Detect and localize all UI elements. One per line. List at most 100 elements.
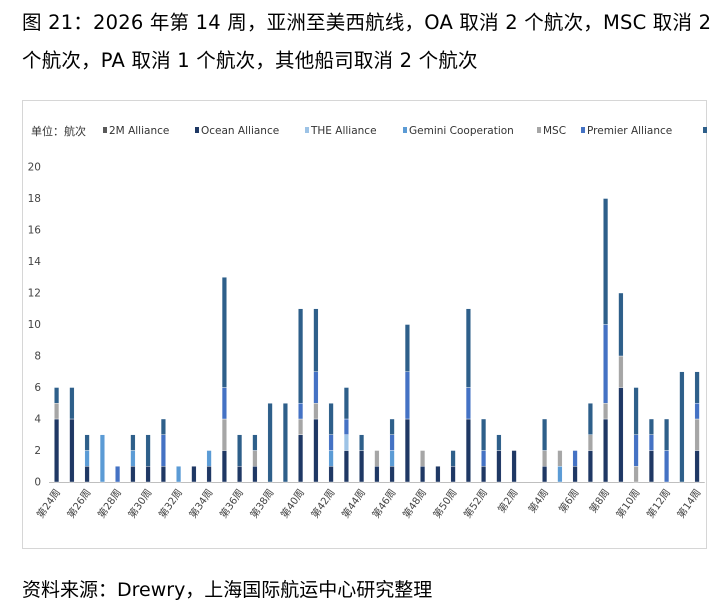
- y-tick-label: 0: [34, 477, 41, 489]
- bar-segment-38-5: [634, 435, 639, 467]
- bar-segment-37-4: [619, 356, 624, 388]
- x-tick-label: 第26周: [64, 486, 93, 520]
- bar-segment-2-6: [85, 435, 90, 451]
- legend-label: MSC: [543, 125, 566, 137]
- x-tick-label: 第34周: [186, 486, 215, 520]
- x-tick-label: 第32周: [156, 486, 185, 520]
- bar-segment-42-1: [695, 451, 700, 483]
- bar-segment-19-1: [344, 451, 349, 483]
- x-tick-label: 第40周: [278, 486, 307, 520]
- bar-segment-32-4: [542, 451, 547, 467]
- y-tick-label: 16: [28, 225, 42, 237]
- legend-item-0: 2M Alliance: [103, 125, 169, 137]
- y-tick-label: 18: [28, 193, 41, 205]
- bar-segment-38-6: [634, 388, 639, 435]
- bar-segment-40-6: [664, 419, 669, 451]
- bar-segment-5-1: [131, 466, 136, 482]
- bar-segment-34-1: [573, 466, 578, 482]
- x-tick-label: 第46周: [369, 486, 398, 520]
- bar-segment-11-1: [222, 451, 227, 483]
- bar-segment-23-6: [405, 325, 410, 372]
- bar-segment-19-2: [344, 435, 349, 451]
- legend-item-2: THE Alliance: [305, 125, 377, 137]
- legend-swatch: [581, 127, 585, 133]
- bar-segment-26-1: [451, 466, 456, 482]
- x-tick-label: 第30周: [125, 486, 154, 520]
- bar-segment-29-1: [497, 451, 502, 483]
- y-tick-label: 20: [28, 162, 41, 174]
- bar-segment-36-4: [603, 403, 608, 419]
- bar-segment-16-4: [298, 419, 303, 435]
- bar-segment-12-1: [237, 466, 242, 482]
- bar-segment-38-4: [634, 466, 639, 482]
- x-tick-label: 第2周: [495, 486, 521, 515]
- bar-segment-28-6: [481, 419, 486, 451]
- bar-segment-1-1: [70, 419, 75, 482]
- bar-segment-10-1: [207, 466, 212, 482]
- bar-segment-6-1: [146, 466, 151, 482]
- bar-segment-2-1: [85, 466, 90, 482]
- legend-swatch: [703, 127, 707, 133]
- bar-segment-20-1: [359, 451, 364, 483]
- x-tick-label: 第4周: [525, 486, 551, 515]
- bar-segment-23-1: [405, 419, 410, 482]
- x-tick-label: 第42周: [308, 486, 337, 520]
- x-tick-label: 第12周: [644, 486, 673, 520]
- x-tick-label: 第52周: [461, 486, 490, 520]
- bar-segment-37-6: [619, 293, 624, 356]
- bar-segment-11-5: [222, 388, 227, 420]
- chart-frame: 单位：航次 2M Alliance Ocean Alliance THE Allia…: [22, 100, 707, 549]
- bar-segment-35-4: [588, 435, 593, 451]
- bar-segment-33-3: [558, 466, 563, 482]
- legend-item-5: Premier Alliance: [581, 125, 672, 137]
- bar-segment-18-3: [329, 451, 334, 467]
- bar-segment-34-5: [573, 451, 578, 467]
- bar-segment-28-1: [481, 466, 486, 482]
- bar-segment-28-5: [481, 451, 486, 467]
- bar-segment-37-1: [619, 388, 624, 483]
- bar-segment-27-1: [466, 419, 471, 482]
- bar-segment-22-5: [390, 435, 395, 451]
- bar-segment-1-6: [70, 388, 75, 420]
- bar-segment-36-5: [603, 325, 608, 404]
- bar-segment-16-6: [298, 309, 303, 404]
- y-tick-label: 12: [28, 288, 41, 300]
- bar-segment-41-6: [680, 372, 685, 482]
- x-tick-label: 第6周: [556, 486, 582, 515]
- bar-segment-12-6: [237, 435, 242, 467]
- bar-segment-19-5: [344, 419, 349, 435]
- bar-segment-17-5: [314, 372, 319, 404]
- bar-segment-7-1: [161, 466, 166, 482]
- bar-segment-33-4: [558, 451, 563, 467]
- bar-segment-17-6: [314, 309, 319, 372]
- bar-segment-18-5: [329, 435, 334, 451]
- bar-segment-29-6: [497, 435, 502, 451]
- bar-segment-0-6: [54, 388, 59, 404]
- bar-segment-35-6: [588, 403, 593, 435]
- bar-segment-4-5: [115, 466, 120, 482]
- bar-segment-5-6: [131, 435, 136, 451]
- bar-segment-16-1: [298, 435, 303, 482]
- bar-segment-16-5: [298, 403, 303, 419]
- x-tick-label: 第48周: [400, 486, 429, 520]
- bar-segment-30-1: [512, 451, 517, 483]
- bar-segment-6-6: [146, 435, 151, 467]
- x-tick-label: 第50周: [430, 486, 459, 520]
- y-tick-label: 2: [34, 445, 41, 457]
- bar-segment-11-4: [222, 419, 227, 451]
- bar-segment-36-6: [603, 199, 608, 325]
- bar-segment-26-6: [451, 451, 456, 467]
- bar-segment-27-6: [466, 309, 471, 388]
- bar-segment-7-5: [161, 435, 166, 467]
- bar-segment-21-4: [375, 451, 380, 467]
- bar-segment-11-6: [222, 277, 227, 387]
- bar-segment-22-6: [390, 419, 395, 435]
- legend-swatch: [537, 127, 541, 133]
- bar-segment-42-4: [695, 419, 700, 451]
- x-tick-label: 第36周: [217, 486, 246, 520]
- bar-segment-22-1: [390, 466, 395, 482]
- bar-segment-21-1: [375, 466, 380, 482]
- bar-segment-23-5: [405, 372, 410, 419]
- bar-segment-0-4: [54, 403, 59, 419]
- figure-title: 图 21：2026 年第 14 周，亚洲至美西航线，OA 取消 2 个航次，MS…: [22, 4, 722, 80]
